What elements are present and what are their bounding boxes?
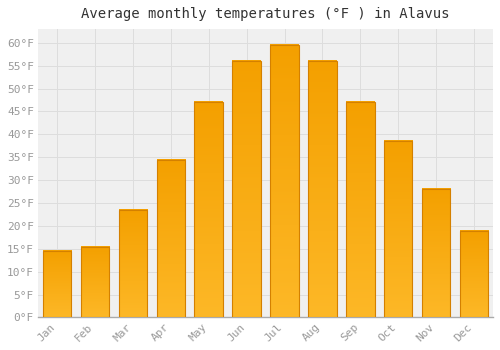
Title: Average monthly temperatures (°F ) in Alavus: Average monthly temperatures (°F ) in Al… (82, 7, 450, 21)
Bar (270, 45, 299, 317)
Bar (194, 102, 223, 317)
Bar (43, 251, 72, 317)
Bar (346, 102, 374, 317)
Bar (308, 61, 336, 317)
Bar (384, 141, 412, 317)
Bar (118, 210, 147, 317)
Bar (43, 251, 72, 317)
Bar (346, 102, 374, 317)
Bar (232, 61, 261, 317)
Bar (81, 246, 109, 317)
Bar (422, 189, 450, 317)
Bar (81, 246, 109, 317)
Bar (194, 102, 223, 317)
Bar (270, 45, 299, 317)
Bar (156, 160, 185, 317)
Bar (308, 61, 336, 317)
Bar (156, 160, 185, 317)
Bar (460, 231, 488, 317)
Bar (422, 189, 450, 317)
Bar (384, 141, 412, 317)
Bar (460, 231, 488, 317)
Bar (232, 61, 261, 317)
Bar (118, 210, 147, 317)
